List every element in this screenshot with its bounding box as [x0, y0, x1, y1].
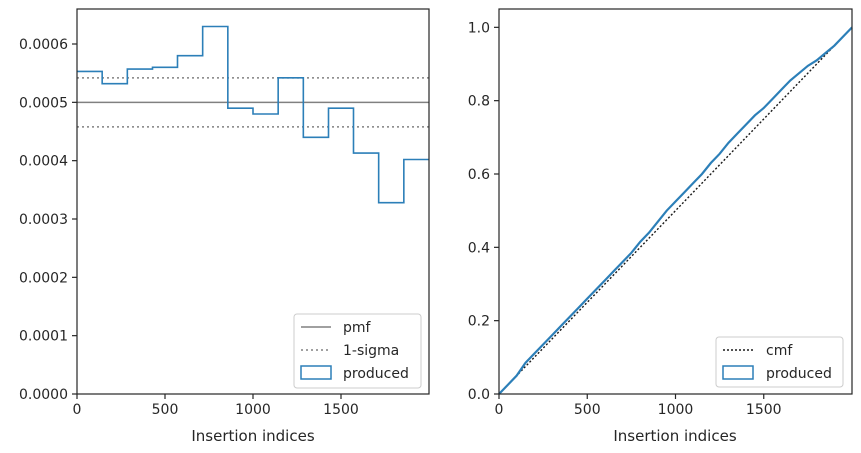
left-axes-frame [76, 8, 430, 395]
produced-step-histogram [77, 25, 429, 204]
left-x-axis-label: Insertion indices [191, 427, 314, 445]
left-legend-box [293, 313, 422, 389]
y-tick-label: 0.0005 [19, 95, 68, 111]
left-ticks: 0 500 1000 1500 0.0000 0.0001 0.0002 0.0003 0.00… [19, 37, 359, 418]
right-plot-area [498, 26, 853, 395]
x-tick-label: 0 [73, 402, 82, 418]
left-plot-area [77, 25, 429, 204]
legend-produced-swatch-right [722, 365, 754, 380]
legend-cmf-label: cmf [766, 343, 793, 359]
right-legend: cmf produced [715, 336, 844, 388]
y-tick-label: 0.0004 [19, 154, 68, 170]
legend-pmf-label: pmf [343, 320, 372, 336]
y-tick-label: 0.4 [468, 240, 490, 256]
y-tick-label: 0.2 [468, 314, 490, 330]
x-tick-label: 1000 [235, 402, 271, 418]
x-tick-label: 1500 [323, 402, 359, 418]
y-tick-label: 0.0001 [19, 329, 68, 345]
right-x-axis-label: Insertion indices [613, 427, 736, 445]
left-legend: pmf 1-sigma produced [293, 313, 422, 389]
legend-produced-swatch [300, 365, 332, 380]
x-tick-label: 0 [495, 402, 504, 418]
right-axes-frame [498, 8, 853, 395]
y-tick-label: 0.0000 [19, 387, 68, 403]
legend-produced-label: produced [343, 366, 409, 382]
left-chart: 0 500 1000 1500 0.0000 0.0001 0.0002 0.0003 0.00… [19, 8, 430, 445]
y-tick-label: 0.8 [468, 94, 490, 110]
y-tick-label: 0.0002 [19, 270, 68, 286]
x-tick-label: 1500 [746, 402, 782, 418]
produced-cdf-line [498, 26, 853, 395]
y-tick-label: 0.6 [468, 167, 490, 183]
legend-sigma-label: 1-sigma [343, 343, 399, 359]
y-tick-label: 0.0 [468, 387, 490, 403]
y-tick-label: 0.0003 [19, 212, 68, 228]
x-tick-label: 1000 [658, 402, 694, 418]
right-ticks: 0 500 1000 1500 0.0 0.2 0.4 0.6 0.8 1.0 [468, 20, 782, 418]
legend-produced-label-right: produced [766, 366, 832, 382]
cmf-line [498, 26, 853, 395]
right-chart: 0 500 1000 1500 0.0 0.2 0.4 0.6 0.8 1.0 Insertion… [468, 8, 853, 445]
y-tick-label: 0.0006 [19, 37, 68, 53]
x-tick-label: 500 [152, 402, 179, 418]
x-tick-label: 500 [574, 402, 601, 418]
y-tick-label: 1.0 [468, 20, 490, 36]
